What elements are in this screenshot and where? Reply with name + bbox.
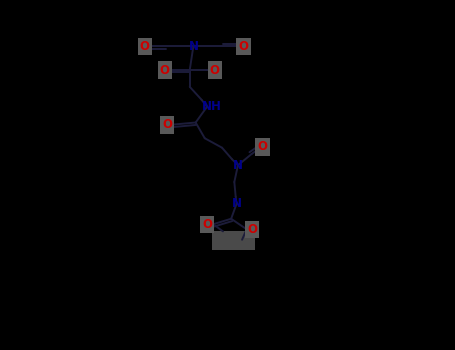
Text: O: O: [140, 40, 150, 53]
Text: NH: NH: [202, 100, 222, 113]
Text: O: O: [160, 63, 170, 77]
Text: O: O: [247, 223, 257, 236]
Text: N: N: [188, 40, 198, 53]
Text: O: O: [210, 63, 220, 77]
Text: O: O: [202, 218, 212, 231]
Text: O: O: [162, 118, 172, 132]
Text: O: O: [238, 40, 248, 53]
Text: N: N: [233, 159, 243, 172]
Text: N: N: [232, 197, 242, 210]
FancyBboxPatch shape: [212, 231, 255, 250]
Text: O: O: [258, 140, 268, 154]
